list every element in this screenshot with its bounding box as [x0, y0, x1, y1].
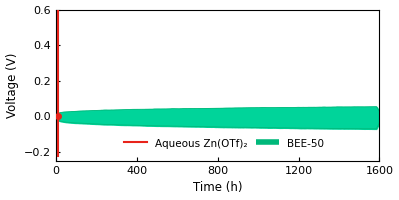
X-axis label: Time (h): Time (h): [193, 181, 243, 194]
Y-axis label: Voltage (V): Voltage (V): [6, 53, 19, 118]
Legend: Aqueous Zn(OTf)₂, BEE-50: Aqueous Zn(OTf)₂, BEE-50: [120, 134, 328, 153]
